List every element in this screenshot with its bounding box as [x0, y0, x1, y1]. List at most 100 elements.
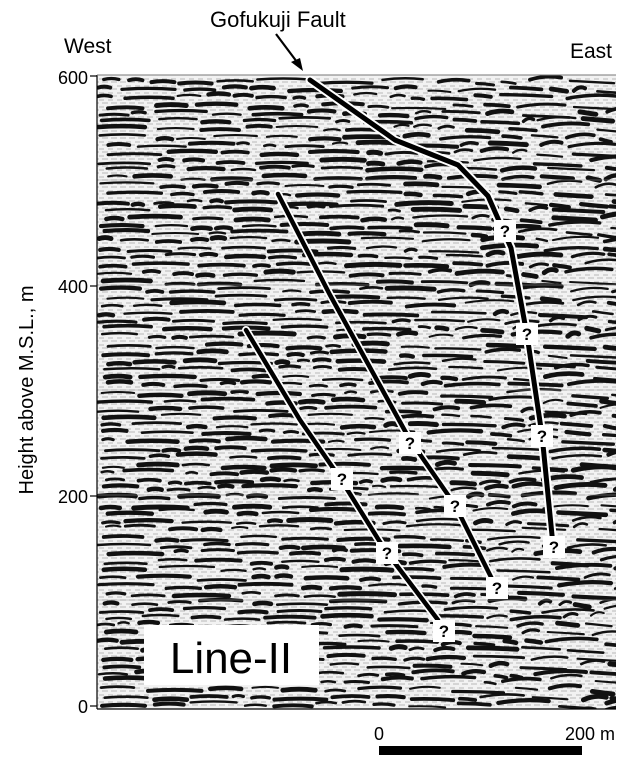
reflector-streak	[420, 280, 469, 285]
reflector-streak	[397, 543, 452, 550]
reflector-streak	[412, 214, 469, 219]
reflector-streak	[100, 303, 124, 308]
reflector-streak	[547, 683, 583, 691]
reflector-streak	[566, 649, 605, 654]
reflector-streak	[501, 422, 526, 430]
reflector-streak	[137, 619, 161, 626]
reflector-streak	[97, 235, 114, 242]
reflector-streak	[365, 175, 418, 181]
reflector-streak	[472, 507, 509, 512]
reflector-streak	[282, 374, 310, 378]
reflector-streak	[181, 520, 233, 524]
reflector-streak	[141, 381, 166, 387]
reflector-streak	[212, 415, 257, 421]
uncertain-marker: ?	[494, 220, 516, 242]
reflector-streak	[596, 128, 616, 133]
reflector-streak	[146, 486, 164, 492]
reflector-streak	[330, 396, 366, 403]
reflector-streak	[224, 199, 278, 205]
reflector-streak	[382, 520, 407, 526]
reflector-streak	[106, 344, 152, 348]
reflector-streak	[597, 233, 616, 240]
reflector-streak	[221, 84, 248, 90]
reflector-streak	[453, 592, 476, 599]
reflector-streak	[327, 710, 341, 711]
reflector-streak	[156, 164, 176, 169]
reflector-streak	[539, 139, 564, 147]
reflector-streak	[388, 271, 422, 276]
reflector-streak	[183, 87, 217, 92]
reflector-streak	[384, 409, 422, 415]
reflector-streak	[537, 598, 553, 606]
reflector-streak	[285, 345, 323, 351]
reflector-streak	[274, 359, 291, 365]
west-label: West	[64, 35, 112, 58]
reflector-streak	[123, 311, 173, 315]
reflector-streak	[136, 461, 180, 468]
reflector-streak	[185, 423, 208, 430]
reflector-streak	[411, 668, 455, 675]
reflector-streak	[546, 179, 583, 186]
reflector-streak	[343, 679, 370, 684]
reflector-streak	[402, 131, 431, 139]
reflector-streak	[491, 446, 543, 452]
reflector-streak	[102, 373, 133, 380]
reflector-streak	[467, 318, 501, 323]
reflector-streak	[145, 289, 165, 294]
reflector-streak	[521, 116, 536, 124]
reflector-streak	[391, 106, 447, 111]
reflector-streak	[324, 501, 368, 507]
reflector-streak	[105, 379, 134, 385]
reflector-streak	[349, 712, 378, 713]
reflector-streak	[370, 446, 390, 450]
reflector-streak	[182, 357, 218, 364]
reflector-streak	[530, 655, 569, 661]
reflector-streak	[437, 296, 489, 302]
reflector-streak	[278, 116, 332, 120]
reflector-streak	[331, 547, 348, 553]
reflector-streak	[297, 398, 326, 405]
reflector-streak	[347, 299, 393, 306]
reflector-streak	[374, 504, 405, 511]
reflector-streak	[370, 624, 419, 629]
reflector-streak	[384, 150, 419, 156]
reflector-streak	[371, 656, 397, 661]
reflector-streak	[318, 461, 371, 467]
reflector-streak	[598, 527, 616, 532]
reflector-streak	[306, 487, 323, 493]
reflector-streak	[100, 702, 148, 708]
reflector-streak	[401, 552, 424, 558]
reflector-streak	[413, 222, 450, 229]
reflector-streak	[367, 492, 419, 496]
reflector-streak	[259, 151, 300, 158]
reflector-streak	[209, 198, 224, 204]
reflector-streak	[531, 696, 569, 701]
reflector-streak	[317, 261, 337, 265]
reflector-streak	[323, 556, 346, 562]
reflector-streak	[366, 149, 384, 156]
reflector-streak	[267, 518, 283, 524]
reflector-streak	[413, 123, 432, 128]
reflector-streak	[372, 484, 387, 488]
reflector-streak	[269, 462, 318, 469]
reflector-streak	[307, 412, 353, 416]
reflector-streak	[253, 278, 306, 283]
reflector-streak	[456, 225, 493, 231]
reflector-streak	[164, 252, 197, 257]
reflector-streak	[464, 299, 515, 304]
reflector-streak	[268, 413, 299, 418]
reflector-streak	[485, 260, 525, 268]
reflector-streak	[425, 654, 467, 662]
reflector-streak	[496, 698, 551, 705]
reflector-streak	[536, 153, 564, 158]
reflector-streak	[443, 605, 499, 612]
reflector-streak	[123, 523, 156, 528]
svg-text:?: ?	[500, 222, 510, 241]
reflector-streak	[524, 202, 549, 207]
reflector-streak	[452, 117, 478, 123]
reflector-streak	[135, 573, 192, 579]
reflector-streak	[98, 133, 147, 137]
reflector-streak	[408, 646, 425, 652]
reflector-streak	[130, 201, 146, 207]
svg-text:?: ?	[382, 544, 392, 563]
